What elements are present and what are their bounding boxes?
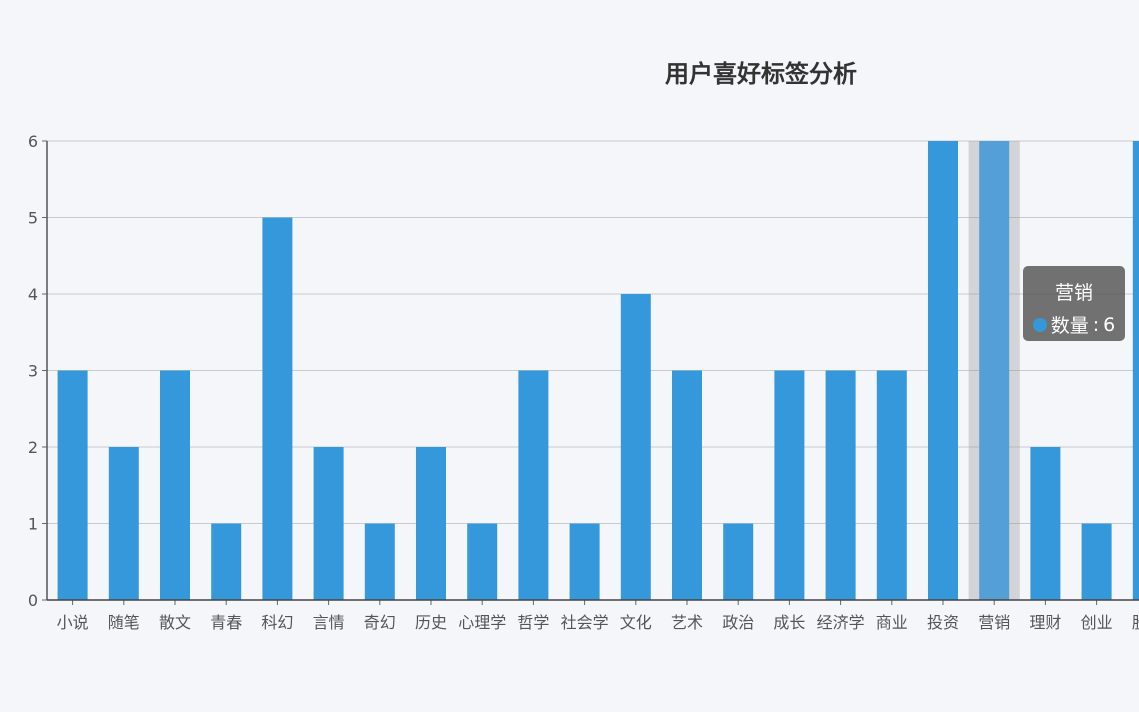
bar-社会学 — [569, 523, 600, 600]
bar-投资 — [928, 141, 958, 600]
bar-言情 — [313, 447, 344, 600]
y-tick-label: 6 — [28, 132, 38, 151]
x-tick-label: 奇幻 — [364, 613, 396, 632]
bar-营销 — [979, 141, 1010, 600]
x-tick-label: 理财 — [1029, 613, 1061, 632]
y-tick-label: 0 — [28, 591, 38, 610]
x-tick-label: 成长 — [773, 613, 805, 632]
bar-股票 — [1132, 141, 1139, 600]
bar-小说 — [57, 370, 88, 600]
x-tick-label: 政治 — [722, 613, 754, 632]
y-tick-label: 2 — [28, 438, 38, 457]
tooltip-marker-icon — [1032, 317, 1047, 332]
bar-成长 — [774, 370, 805, 600]
tooltip-series-label: 数量 — [1050, 315, 1089, 337]
bar-心理学 — [467, 523, 498, 600]
x-tick-label: 投资 — [927, 613, 959, 632]
tooltip-title: 营销 — [1054, 282, 1093, 304]
x-tick-label: 言情 — [313, 613, 345, 632]
y-tick-label: 5 — [28, 209, 38, 228]
x-tick-label: 经济学 — [817, 613, 865, 632]
bar-青春 — [211, 523, 242, 600]
x-tick-label: 社会学 — [561, 613, 609, 632]
x-tick-label: 小说 — [57, 613, 89, 632]
x-tick-label: 青春 — [210, 613, 242, 632]
x-tick-label: 艺术 — [671, 613, 703, 632]
bar-文化 — [620, 294, 651, 600]
tooltip: 营销 数量: 6 — [1023, 266, 1125, 341]
bar-散文 — [160, 370, 190, 600]
x-tick-label: 商业 — [876, 613, 908, 632]
bar-商业 — [876, 370, 907, 600]
bar-哲学 — [518, 370, 549, 600]
bar-经济学 — [825, 370, 856, 600]
x-tick-label: 股票 — [1132, 613, 1139, 632]
bar-奇幻 — [364, 523, 395, 600]
x-tick-label: 散文 — [159, 613, 191, 632]
bar-历史 — [416, 447, 446, 600]
bar-随笔 — [108, 447, 139, 600]
x-tick-label: 科幻 — [261, 613, 293, 632]
y-tick-label: 4 — [28, 285, 38, 304]
bar-创业 — [1081, 523, 1112, 600]
chart-title: 用户喜好标签分析 — [665, 60, 857, 88]
bar-科幻 — [262, 217, 293, 600]
bar-理财 — [1030, 447, 1061, 600]
x-tick-label: 营销 — [978, 613, 1010, 632]
x-tick-label: 随笔 — [108, 613, 140, 632]
bar-政治 — [723, 523, 754, 600]
x-tick-label: 创业 — [1081, 613, 1113, 632]
bar-艺术 — [672, 370, 702, 600]
x-tick-label: 文化 — [620, 613, 652, 632]
y-tick-label: 3 — [28, 362, 38, 381]
x-tick-label: 心理学 — [458, 613, 506, 632]
x-tick-label: 历史 — [415, 613, 447, 632]
x-tick-label: 哲学 — [517, 613, 549, 632]
y-tick-label: 1 — [28, 515, 38, 534]
tooltip-value: 6 — [1103, 313, 1116, 336]
